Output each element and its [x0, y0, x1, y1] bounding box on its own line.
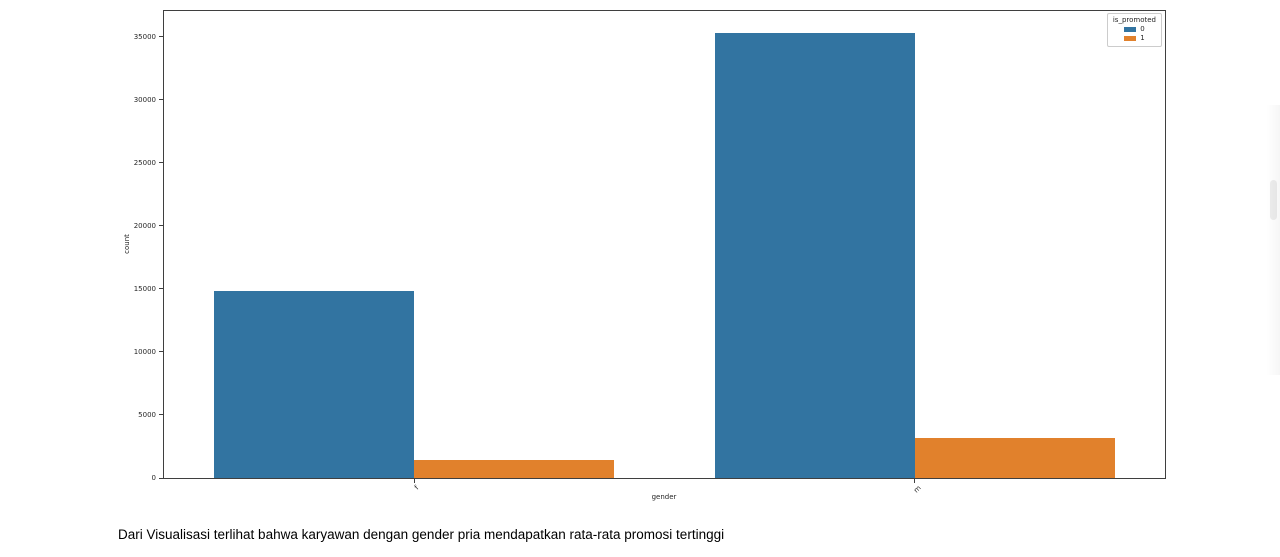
y-tick-label: 0	[151, 474, 156, 482]
x-tick-label: f	[413, 484, 421, 492]
y-tick-label: 15000	[133, 284, 156, 293]
x-tick-mark	[413, 479, 415, 483]
legend-entry-1: 1	[1113, 34, 1156, 43]
x-axis-label: gender	[651, 493, 677, 501]
scrollbar-track[interactable]	[1266, 105, 1280, 375]
y-tick-mark	[159, 225, 163, 227]
y-tick-mark	[159, 351, 163, 353]
legend-entry-label: 1	[1140, 34, 1145, 42]
y-tick-mark	[159, 288, 163, 290]
bar-m-hue1	[914, 437, 1115, 478]
bar-m-hue0	[714, 33, 915, 478]
legend-swatch-1	[1124, 36, 1137, 41]
y-tick-label: 30000	[133, 95, 156, 104]
x-tick-mark	[914, 479, 916, 483]
bar-f-hue0	[214, 290, 415, 478]
legend-title: is_promoted	[1112, 16, 1156, 24]
caption-text: Dari Visualisasi terlihat bahwa karyawan…	[118, 527, 725, 542]
y-tick-mark	[159, 36, 163, 38]
y-tick-mark	[159, 414, 163, 416]
y-tick-mark	[159, 477, 163, 479]
y-tick-label: 35000	[133, 32, 156, 41]
y-tick-label: 5000	[138, 410, 156, 419]
y-axis-label: count	[123, 234, 131, 254]
legend-entry-0: 0	[1113, 25, 1156, 34]
scrollbar-thumb[interactable]	[1270, 180, 1277, 220]
y-tick-mark	[159, 99, 163, 101]
x-tick-label: m	[911, 484, 923, 495]
legend-entry-label: 0	[1140, 25, 1145, 33]
y-tick-label: 20000	[133, 221, 156, 230]
y-tick-mark	[159, 162, 163, 164]
y-tick-label: 10000	[133, 347, 156, 356]
y-tick-label: 25000	[133, 158, 156, 167]
bar-f-hue1	[414, 459, 615, 478]
legend-swatch-0	[1124, 27, 1137, 32]
